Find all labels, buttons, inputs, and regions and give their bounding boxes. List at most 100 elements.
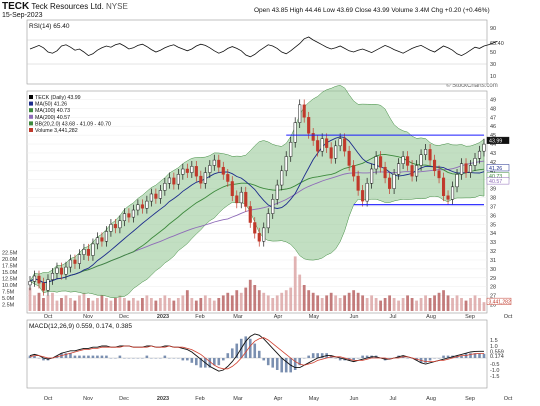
volume-bar: [451, 298, 454, 311]
volume-bar: [114, 298, 117, 311]
candle-body: [41, 282, 46, 291]
x-axis-label: May: [309, 396, 320, 402]
volume-bar: [316, 295, 320, 311]
candle-body: [365, 183, 369, 202]
x-axis-label: May: [309, 314, 320, 320]
candle-body: [257, 232, 261, 242]
candle-body: [50, 273, 55, 280]
volume-bar: [82, 292, 86, 311]
candle-body: [194, 166, 198, 177]
candle-body: [446, 195, 450, 200]
chart-date: 15-Sep-2023: [2, 12, 43, 19]
volume-bar: [302, 285, 306, 311]
x-axis-label: Dec: [119, 396, 129, 402]
macd-histogram-bar: [428, 358, 432, 361]
volume-bar: [100, 295, 104, 311]
candle-body: [468, 165, 473, 173]
volume-bar: [473, 295, 477, 311]
volume-bar: [163, 295, 167, 311]
candle-body: [113, 224, 117, 229]
watermark: © StockCharts.com: [446, 83, 498, 89]
macd-histogram-bar: [87, 355, 90, 358]
candle-body: [415, 165, 419, 177]
volume-bar: [469, 298, 472, 311]
volume-bar: [248, 279, 252, 311]
price-tick-label: 41: [490, 169, 496, 175]
volume-bar: [280, 292, 284, 311]
volume-bar: [190, 298, 194, 311]
candle-body: [199, 175, 203, 184]
candle-body: [455, 174, 459, 188]
volume-bar: [320, 298, 324, 311]
volume-bar: [365, 298, 369, 311]
candle-body: [73, 259, 77, 264]
candle-body: [127, 213, 131, 218]
volume-bar: [73, 300, 77, 311]
exchange-name: NYSE: [106, 2, 128, 11]
volume-bar: [96, 298, 99, 311]
volume-bar: [140, 298, 144, 311]
volume-bar: [262, 292, 266, 311]
price-tick-label: 31: [490, 258, 496, 264]
macd-histogram-bar: [199, 358, 203, 368]
rsi-tick-label: 65.40: [490, 41, 504, 47]
volume-bar: [131, 298, 135, 311]
volume-tick-label: 7.5M: [2, 290, 15, 296]
x-axis-label: Jun: [350, 314, 359, 320]
macd-histogram-bar: [482, 353, 486, 358]
x-axis-label: Mar: [233, 396, 243, 402]
volume-tick-label: 2.5M: [2, 303, 15, 309]
volume-bar: [338, 298, 342, 311]
price-tick-label: 43: [490, 151, 496, 157]
volume-bar: [397, 300, 400, 311]
price-tick-label: 38: [490, 196, 496, 202]
macd-tick-label: 1.5: [490, 338, 498, 344]
price-tick-label: 42: [490, 160, 496, 166]
macd-histogram-bar: [352, 358, 355, 361]
volume-bar: [28, 287, 32, 311]
volume-bar: [91, 300, 95, 311]
x-axis-label: Sep: [465, 314, 475, 320]
legend-entry: Volume 3,441,282: [35, 128, 78, 134]
volume-bar: [235, 290, 239, 311]
candle-body: [275, 184, 279, 200]
price-tag: 40.57: [489, 179, 502, 185]
volume-bar: [87, 298, 90, 311]
volume-bar: [478, 298, 481, 311]
price-tick-label: 26: [490, 303, 496, 309]
candle-body: [172, 177, 176, 185]
candle-body: [320, 138, 324, 152]
candle-body: [437, 170, 441, 179]
volume-tick-label: 20.0M: [2, 257, 18, 263]
volume-bar: [203, 295, 207, 311]
macd-histogram-bar: [96, 355, 99, 358]
candle-body: [37, 275, 41, 284]
price-tag: 40.73: [489, 174, 502, 180]
volume-bar: [127, 300, 131, 311]
candle-body: [91, 243, 95, 256]
volume-bar: [105, 298, 108, 311]
candle-body: [410, 165, 414, 177]
volume-bar: [428, 298, 432, 311]
candle-body: [262, 227, 266, 242]
candle-body: [266, 213, 270, 229]
volume-bar: [257, 290, 261, 311]
macd-panel: [26, 319, 488, 389]
macd-histogram-bar: [195, 358, 198, 366]
candle-body: [82, 249, 86, 255]
x-axis-label: Oct: [44, 314, 53, 320]
macd-histogram-bar: [69, 353, 72, 358]
candle-body: [235, 195, 239, 204]
candle-body: [374, 156, 378, 170]
candle-body: [379, 156, 383, 168]
candle-body: [118, 220, 122, 229]
volume-bar: [55, 300, 59, 311]
volume-bar: [442, 290, 445, 311]
ticker-symbol: TECK: [2, 1, 30, 12]
volume-bar: [293, 256, 297, 311]
candle-body: [433, 159, 437, 172]
macd-histogram-bar: [248, 338, 252, 358]
x-axis-label: Nov: [83, 314, 93, 320]
legend-swatch: [29, 101, 33, 106]
price-tag: 41.26: [489, 166, 502, 172]
